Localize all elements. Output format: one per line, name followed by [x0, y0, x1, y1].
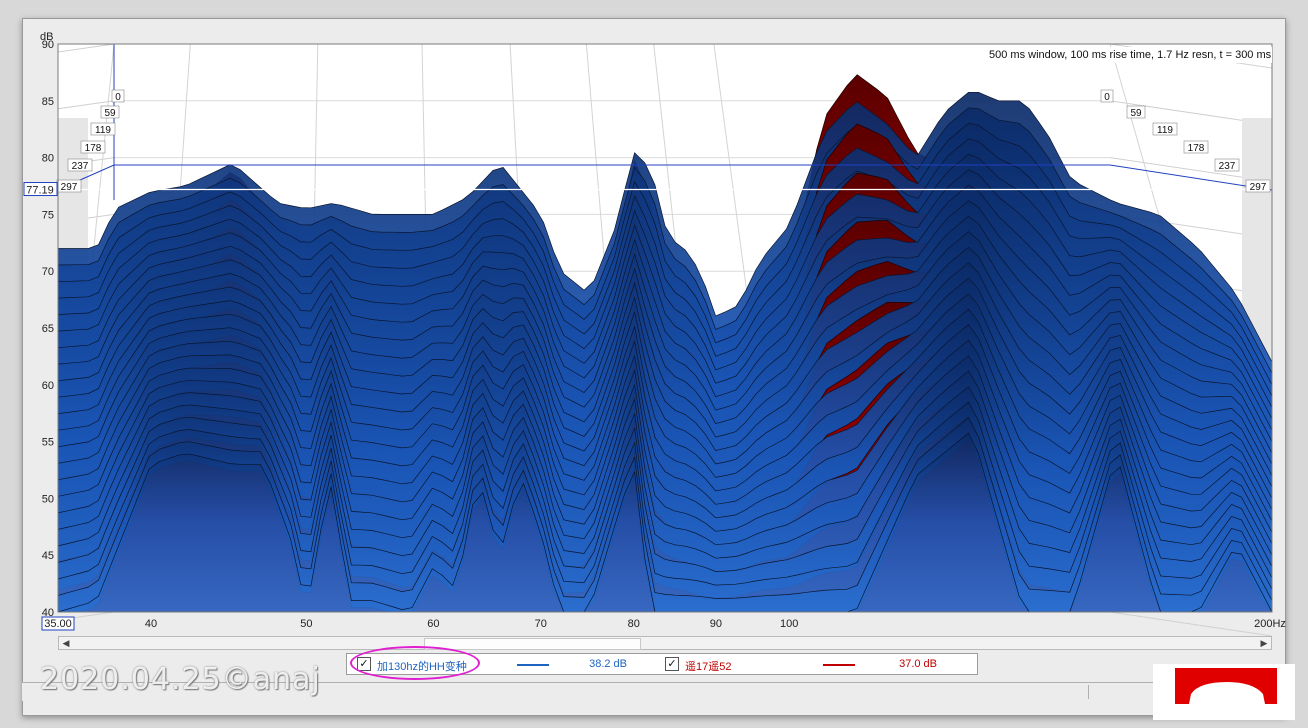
time-slice-box	[90, 122, 116, 136]
y-tick-label: 50	[42, 493, 54, 505]
legend-item2-label: 遥17遥52	[685, 661, 732, 673]
x-start-box	[41, 616, 75, 631]
time-slice-box	[1152, 122, 1178, 136]
y-tick-label: 55	[42, 437, 54, 449]
waterfall-surfaces	[58, 74, 1272, 612]
y-tick-label: 40	[42, 607, 54, 619]
x-tick-label: 40	[145, 618, 157, 630]
grid-line	[57, 100, 115, 110]
x-tick-label: 50	[300, 618, 312, 630]
time-slice-box	[1126, 105, 1146, 119]
y-tick-label: 65	[42, 323, 54, 335]
time-slice-label-left: 237	[72, 161, 89, 172]
legend-item2-swatch	[823, 664, 855, 666]
x-ticks: 35.00 40 50 60 70 80 90 100 200Hz	[41, 616, 1286, 631]
x-tick-label: 80	[628, 618, 640, 630]
legend-item2-value: 37.0 dB	[899, 658, 937, 670]
horizontal-scrollbar[interactable]: ◀ ▶	[58, 636, 1272, 650]
x-tick-label: 200Hz	[1254, 618, 1286, 630]
time-slice-box	[80, 140, 106, 154]
time-slice-box	[111, 89, 125, 103]
x-tick-label: 100	[780, 618, 798, 630]
time-slice-box	[67, 158, 93, 172]
x-tick-label: 70	[535, 618, 547, 630]
cursor-value-label: 77.19	[26, 185, 54, 197]
grid-line	[1109, 611, 1273, 637]
brand-logo	[1153, 664, 1295, 720]
grid-line	[57, 43, 115, 53]
cursor-perspective	[61, 164, 1273, 191]
time-slice-label-left: 119	[95, 125, 111, 136]
time-slice-box	[1214, 158, 1240, 172]
legend-item1-value: 38.2 dB	[589, 658, 627, 670]
y-tick-label: 45	[42, 550, 54, 562]
time-slice-label-left: 178	[85, 143, 102, 154]
scroll-thumb[interactable]	[424, 638, 641, 650]
time-slice-label-left: 59	[104, 108, 116, 119]
legend-item1-swatch	[517, 664, 549, 666]
time-slice-box	[100, 105, 120, 119]
scroll-right-arrow-icon[interactable]: ▶	[1260, 638, 1268, 648]
legend-item2-checkbox[interactable]: ✓	[665, 657, 679, 671]
y-tick-label: 60	[42, 380, 54, 392]
blue-slice	[58, 432, 1272, 612]
time-slice-box	[1100, 89, 1114, 103]
time-slice-label-left: 0	[115, 92, 121, 103]
time-slice-label-right: 178	[1188, 143, 1205, 154]
y-tick-label: 85	[42, 96, 54, 108]
time-slice-label-right: 297	[1250, 182, 1267, 193]
y-tick-label: 80	[42, 153, 54, 165]
y-axis-unit: dB	[40, 31, 53, 43]
x-tick-label: 60	[427, 618, 439, 630]
scroll-left-arrow-icon[interactable]: ◀	[62, 638, 70, 648]
y-tick-label: 75	[42, 209, 54, 221]
time-slice-label-right: 237	[1219, 161, 1236, 172]
y-tick-label: 70	[42, 266, 54, 278]
highlight-oval	[350, 646, 480, 680]
time-slice-label-left: 297	[61, 182, 78, 193]
x-tick-label: 90	[710, 618, 722, 630]
time-slice-label-right: 0	[1104, 92, 1110, 103]
time-slice-box	[1245, 179, 1271, 193]
overlay: 0 0 59 59 119 119 178 178 237 237 297 297	[56, 44, 1273, 200]
y-ticks: 40 45 50 55 60 65 70 75 80 85 90 77.19	[23, 39, 58, 619]
time-slice-label-right: 59	[1130, 108, 1142, 119]
watermark: 2020.04.25©anaj	[40, 662, 321, 697]
plot-border	[57, 43, 1273, 613]
time-slice-box	[1183, 140, 1209, 154]
time-slice-label-right: 119	[1157, 125, 1173, 136]
chart-annotation: 500 ms window, 100 ms rise time, 1.7 Hz …	[986, 47, 1272, 63]
x-tick-label: 35.00	[44, 618, 72, 630]
cursor-value-box	[23, 182, 58, 197]
y-tick-label: 90	[42, 39, 54, 51]
